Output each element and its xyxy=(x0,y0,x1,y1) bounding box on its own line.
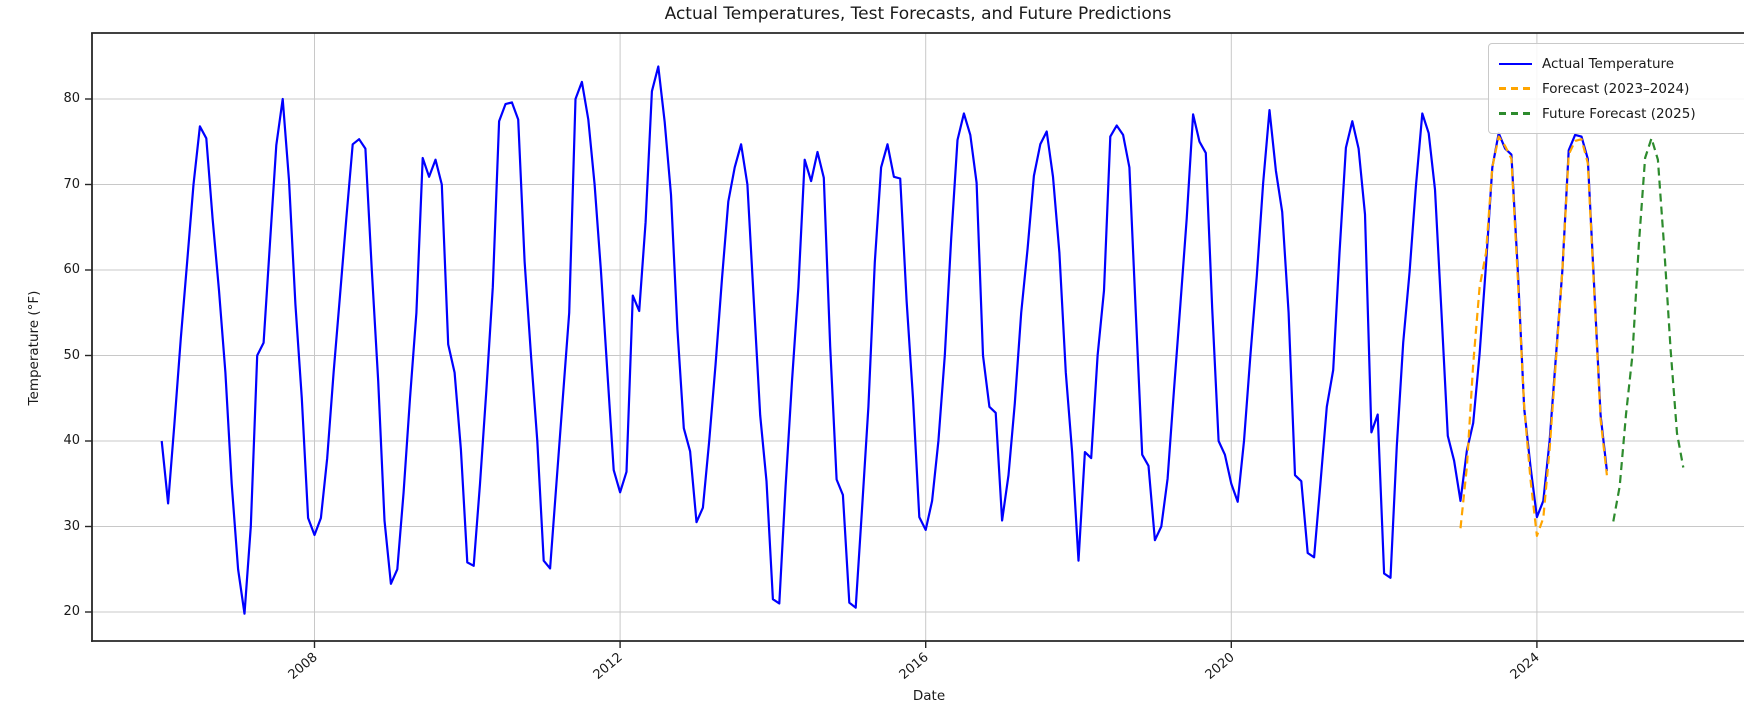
forecast-line-swatch xyxy=(1499,87,1532,90)
ytick-label-40: 40 xyxy=(63,433,80,448)
future-line-swatch xyxy=(1499,112,1532,115)
legend-entry-forecast: Forecast (2023–2024) xyxy=(1499,76,1744,101)
actual-temperature-line xyxy=(160,65,1608,615)
legend: Actual Temperature Forecast (2023–2024) … xyxy=(1488,43,1744,134)
future-forecast-2025-line xyxy=(1612,137,1685,522)
ytick-label-60: 60 xyxy=(63,262,80,277)
chart-title: Actual Temperatures, Test Forecasts, and… xyxy=(664,4,1172,24)
ytick-label-50: 50 xyxy=(63,347,80,363)
forecast-2023-2024-line xyxy=(1459,135,1608,537)
ytick-label-70: 70 xyxy=(63,176,80,192)
ytick-label-80: 80 xyxy=(63,91,80,106)
legend-label-forecast: Forecast (2023–2024) xyxy=(1542,80,1690,97)
actual-line-swatch xyxy=(1499,62,1532,65)
legend-entry-future: Future Forecast (2025) xyxy=(1499,101,1744,126)
ytick-label-20: 20 xyxy=(63,604,80,619)
legend-label-actual: Actual Temperature xyxy=(1542,55,1675,72)
legend-label-future: Future Forecast (2025) xyxy=(1542,105,1696,122)
ytick-label-30: 30 xyxy=(63,518,80,534)
x-axis-label: Date xyxy=(912,688,946,704)
legend-entry-actual: Actual Temperature xyxy=(1499,51,1744,76)
